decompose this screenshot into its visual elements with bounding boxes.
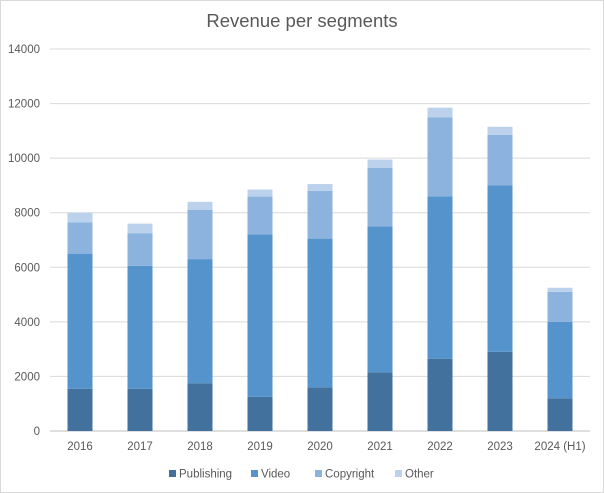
- bar-copyright-2017: [127, 233, 153, 266]
- bar-other-2018: [187, 201, 213, 210]
- legend-item-publishing: Publishing: [169, 469, 232, 481]
- y-tick-label: 0: [34, 426, 40, 438]
- x-tick-label: 2023: [487, 441, 513, 453]
- bar-video-2021: [367, 226, 393, 373]
- legend-swatch: [315, 470, 322, 477]
- bar-copyright-2018: [187, 209, 213, 260]
- y-tick-label: 14000: [8, 44, 40, 56]
- bar-publishing-2023: [487, 351, 513, 431]
- bar-video-2020: [307, 238, 333, 388]
- chart-title: Revenue per segments: [206, 10, 398, 31]
- bar-copyright-2024-h1: [547, 291, 573, 322]
- bar-video-2018: [187, 259, 213, 384]
- x-tick-label: 2020: [307, 441, 333, 453]
- bar-publishing-2021: [367, 372, 393, 431]
- x-tick-label: 2022: [427, 441, 453, 453]
- bar-video-2017: [127, 265, 153, 389]
- bar-video-2024-h1: [547, 321, 573, 399]
- legend-item-copyright: Copyright: [315, 469, 375, 481]
- legend-swatch: [395, 470, 402, 477]
- y-tick-label: 12000: [8, 99, 40, 111]
- y-tick-label: 6000: [14, 262, 40, 274]
- legend-label: Other: [405, 469, 434, 481]
- bar-publishing-2017: [127, 388, 153, 431]
- x-tick-label: 2017: [127, 441, 153, 453]
- bar-publishing-2020: [307, 387, 333, 431]
- bar-video-2023: [487, 185, 513, 352]
- legend-label: Publishing: [179, 469, 232, 481]
- legend-swatch: [251, 470, 258, 477]
- bar-other-2022: [427, 107, 453, 118]
- bar-other-2021: [367, 159, 393, 168]
- legend-item-video: Video: [251, 469, 290, 481]
- x-tick-label: 2016: [67, 441, 93, 453]
- y-tick-label: 2000: [14, 371, 40, 383]
- legend-label: Video: [261, 469, 290, 481]
- bar-copyright-2020: [307, 190, 333, 239]
- bar-copyright-2023: [487, 134, 513, 186]
- bar-other-2020: [307, 184, 333, 191]
- bar-video-2019: [247, 234, 273, 397]
- legend-item-other: Other: [395, 469, 434, 481]
- bar-other-2023: [487, 126, 513, 135]
- bar-publishing-2022: [427, 358, 453, 431]
- bar-other-2017: [127, 223, 153, 234]
- bar-copyright-2019: [247, 196, 273, 235]
- bar-video-2022: [427, 196, 453, 359]
- x-tick-label: 2019: [247, 441, 273, 453]
- bar-copyright-2022: [427, 117, 453, 197]
- bar-copyright-2016: [67, 222, 93, 254]
- x-tick-label: 2021: [367, 441, 393, 453]
- bar-publishing-2024-h1: [547, 398, 573, 431]
- bar-publishing-2019: [247, 396, 273, 431]
- bar-publishing-2018: [187, 383, 213, 431]
- legend-label: Copyright: [325, 469, 375, 481]
- x-tick-label: 2018: [187, 441, 213, 453]
- x-tick-label: 2024 (H1): [534, 441, 585, 453]
- y-tick-label: 8000: [14, 208, 40, 220]
- bar-other-2016: [67, 212, 93, 223]
- bar-publishing-2016: [67, 388, 93, 431]
- bar-copyright-2021: [367, 167, 393, 227]
- y-tick-label: 10000: [8, 153, 40, 165]
- bar-video-2016: [67, 253, 93, 389]
- bar-other-2024-h1: [547, 287, 573, 292]
- bar-other-2019: [247, 189, 273, 197]
- legend-swatch: [169, 470, 176, 477]
- y-tick-label: 4000: [14, 317, 40, 329]
